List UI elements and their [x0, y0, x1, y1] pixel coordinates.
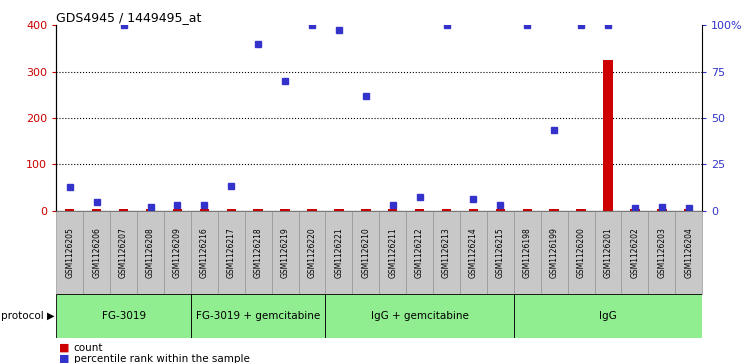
Text: FG-3019: FG-3019: [101, 311, 146, 321]
Text: GSM1126207: GSM1126207: [119, 227, 128, 278]
Text: GSM1126220: GSM1126220: [307, 227, 316, 278]
Text: GSM1126215: GSM1126215: [496, 227, 505, 278]
Bar: [280, 209, 290, 211]
Bar: [119, 209, 128, 211]
Bar: [460, 211, 487, 294]
Bar: [675, 211, 702, 294]
Bar: [110, 211, 137, 294]
Bar: [657, 209, 667, 211]
Text: ▶: ▶: [47, 311, 54, 321]
Bar: [227, 209, 236, 211]
Bar: [56, 211, 83, 294]
Text: GSM1126199: GSM1126199: [550, 227, 559, 278]
Text: GSM1126211: GSM1126211: [388, 227, 397, 278]
Bar: [514, 211, 541, 294]
Bar: [307, 209, 317, 211]
Text: ■: ■: [59, 354, 69, 363]
Text: GSM1126218: GSM1126218: [254, 227, 263, 278]
Text: GSM1126208: GSM1126208: [146, 227, 155, 278]
Text: GSM1126216: GSM1126216: [200, 227, 209, 278]
Bar: [433, 211, 460, 294]
Bar: [469, 209, 478, 211]
Text: GSM1126201: GSM1126201: [604, 227, 613, 278]
Text: GSM1126203: GSM1126203: [657, 227, 666, 278]
Bar: [325, 294, 514, 338]
Bar: [648, 211, 675, 294]
Text: ■: ■: [59, 343, 69, 353]
Bar: [272, 211, 299, 294]
Bar: [146, 209, 155, 211]
Bar: [496, 209, 505, 211]
Bar: [541, 211, 568, 294]
Text: GSM1126210: GSM1126210: [361, 227, 370, 278]
Bar: [200, 209, 209, 211]
Bar: [361, 209, 370, 211]
Bar: [83, 211, 110, 294]
Bar: [576, 209, 586, 211]
Bar: [523, 209, 532, 211]
Text: GSM1126204: GSM1126204: [684, 227, 693, 278]
Text: count: count: [74, 343, 103, 353]
Bar: [352, 211, 379, 294]
Text: GSM1126198: GSM1126198: [523, 227, 532, 278]
Text: GSM1126217: GSM1126217: [227, 227, 236, 278]
Text: percentile rank within the sample: percentile rank within the sample: [74, 354, 249, 363]
Bar: [442, 209, 451, 211]
Bar: [550, 209, 559, 211]
Bar: [191, 211, 218, 294]
Text: protocol: protocol: [1, 311, 44, 321]
Bar: [334, 209, 344, 211]
Bar: [406, 211, 433, 294]
Text: GSM1126202: GSM1126202: [630, 227, 639, 278]
Bar: [253, 209, 263, 211]
Text: GDS4945 / 1449495_at: GDS4945 / 1449495_at: [56, 11, 202, 24]
Text: GSM1126205: GSM1126205: [65, 227, 74, 278]
Bar: [65, 209, 74, 211]
Bar: [568, 211, 595, 294]
Text: GSM1126219: GSM1126219: [281, 227, 290, 278]
Bar: [630, 209, 640, 211]
Bar: [137, 211, 164, 294]
Bar: [487, 211, 514, 294]
Text: GSM1126200: GSM1126200: [577, 227, 586, 278]
Bar: [299, 211, 325, 294]
Text: IgG + gemcitabine: IgG + gemcitabine: [371, 311, 469, 321]
Bar: [56, 294, 191, 338]
Text: GSM1126213: GSM1126213: [442, 227, 451, 278]
Bar: [684, 209, 693, 211]
Bar: [514, 294, 702, 338]
Text: GSM1126214: GSM1126214: [469, 227, 478, 278]
Bar: [245, 211, 272, 294]
Bar: [325, 211, 352, 294]
Text: GSM1126221: GSM1126221: [334, 227, 343, 278]
Text: GSM1126206: GSM1126206: [92, 227, 101, 278]
Bar: [415, 209, 424, 211]
Bar: [218, 211, 245, 294]
Bar: [92, 209, 101, 211]
Text: GSM1126212: GSM1126212: [415, 227, 424, 278]
Bar: [622, 211, 648, 294]
Bar: [173, 209, 182, 211]
Text: IgG: IgG: [599, 311, 617, 321]
Bar: [603, 60, 613, 211]
Bar: [388, 209, 397, 211]
Bar: [191, 294, 325, 338]
Bar: [595, 211, 622, 294]
Bar: [164, 211, 191, 294]
Text: FG-3019 + gemcitabine: FG-3019 + gemcitabine: [196, 311, 320, 321]
Bar: [379, 211, 406, 294]
Text: GSM1126209: GSM1126209: [173, 227, 182, 278]
